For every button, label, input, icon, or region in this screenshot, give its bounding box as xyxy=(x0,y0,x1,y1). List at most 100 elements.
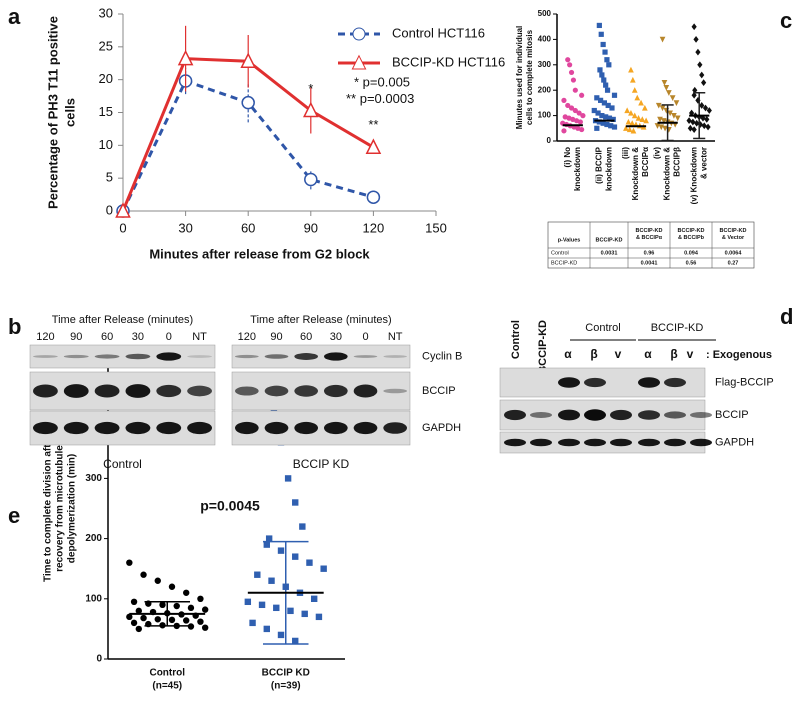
table-cell: 0.0031 xyxy=(601,250,618,256)
blot-label: Time after Release (minutes) xyxy=(250,314,391,326)
table-cell: 0.094 xyxy=(684,250,699,256)
blot-band xyxy=(558,409,580,421)
lane-label: 0 xyxy=(166,331,172,343)
blot-band xyxy=(125,353,151,360)
annotation: * p=0.005 xyxy=(354,74,410,89)
blot-band xyxy=(235,354,259,359)
blot-band xyxy=(383,388,407,394)
blot-band xyxy=(584,409,606,421)
blot xyxy=(29,371,216,411)
lane-label: v xyxy=(687,347,694,361)
x-tick-label: 120 xyxy=(363,220,385,235)
blot-band xyxy=(264,354,289,359)
point xyxy=(655,102,662,109)
x-tick-label: Knockdown & xyxy=(663,147,672,201)
blot-band xyxy=(664,438,686,447)
annotation: ** xyxy=(368,117,378,132)
x-tick-label: (ii) BCCIP xyxy=(595,146,604,184)
point xyxy=(561,128,567,134)
point xyxy=(579,92,585,98)
point xyxy=(240,52,257,69)
point xyxy=(187,623,195,630)
legend-marker xyxy=(352,27,366,41)
blot-band xyxy=(638,377,660,388)
y-tick-label: 0 xyxy=(106,202,113,217)
point xyxy=(183,617,190,624)
point xyxy=(705,123,711,131)
blot-band xyxy=(156,421,182,435)
blot-band xyxy=(504,409,526,421)
point xyxy=(597,67,603,73)
point xyxy=(277,631,285,639)
blot-band xyxy=(530,438,552,447)
table-header: BCCIP-KD & BCCIPb xyxy=(678,228,705,241)
point xyxy=(706,107,712,114)
y-tick-label: 0 xyxy=(96,654,102,665)
point xyxy=(572,107,578,114)
table-header: BCCIP-KD & BCCIPα xyxy=(636,228,663,241)
point xyxy=(638,99,644,106)
point xyxy=(623,125,629,131)
group-label: Control xyxy=(103,457,142,471)
point xyxy=(667,110,673,117)
point xyxy=(302,101,319,118)
row-label: BCCIP xyxy=(715,409,749,421)
point xyxy=(580,113,586,119)
point xyxy=(671,113,677,119)
point xyxy=(695,96,701,104)
point xyxy=(598,97,604,103)
row-label: Flag-BCCIP xyxy=(715,376,774,388)
point xyxy=(249,619,256,627)
point xyxy=(130,598,138,606)
x-tick-label: (n=45) xyxy=(152,681,182,692)
blot-band xyxy=(383,355,407,358)
point xyxy=(603,114,609,120)
table-cell: 0.0041 xyxy=(641,260,658,266)
blot-band xyxy=(638,438,660,447)
point xyxy=(570,77,577,83)
point xyxy=(604,87,611,93)
point xyxy=(115,202,131,218)
point xyxy=(135,607,143,615)
point xyxy=(634,94,641,101)
row-label: Cyclin B xyxy=(422,350,462,362)
y-axis-label: recovery from microtubule xyxy=(55,445,66,572)
point xyxy=(695,48,701,56)
point xyxy=(631,87,638,93)
y-tick-label: 0 xyxy=(547,136,552,145)
point xyxy=(608,123,614,129)
point xyxy=(702,104,709,112)
y-tick-label: 300 xyxy=(538,60,552,69)
point xyxy=(690,118,696,126)
point xyxy=(674,115,681,122)
blot-band xyxy=(187,355,212,358)
point xyxy=(596,22,602,29)
point xyxy=(605,102,611,109)
blot-band xyxy=(610,409,632,421)
point xyxy=(177,49,194,66)
y-axis-label: cells to complete mitosis xyxy=(525,29,534,125)
x-tick-label: 0 xyxy=(119,220,126,235)
point xyxy=(611,124,618,130)
point xyxy=(273,604,280,612)
blot-band xyxy=(294,353,318,360)
blot-band xyxy=(187,421,212,435)
x-tick-label: (i) No xyxy=(563,147,572,168)
point xyxy=(701,79,707,86)
point xyxy=(315,613,323,621)
point xyxy=(659,105,666,112)
blot-band xyxy=(156,384,182,398)
blot-band xyxy=(558,438,580,447)
point xyxy=(126,613,133,621)
blot-band xyxy=(664,411,686,419)
blot-band xyxy=(353,355,378,358)
point xyxy=(299,523,306,530)
point xyxy=(629,120,636,126)
table-cell: 0.96 xyxy=(644,250,655,256)
point xyxy=(568,105,575,111)
table-header: BCCIP-KD xyxy=(596,237,623,243)
legend-marker xyxy=(351,54,367,70)
point xyxy=(686,117,692,125)
point xyxy=(598,31,604,37)
